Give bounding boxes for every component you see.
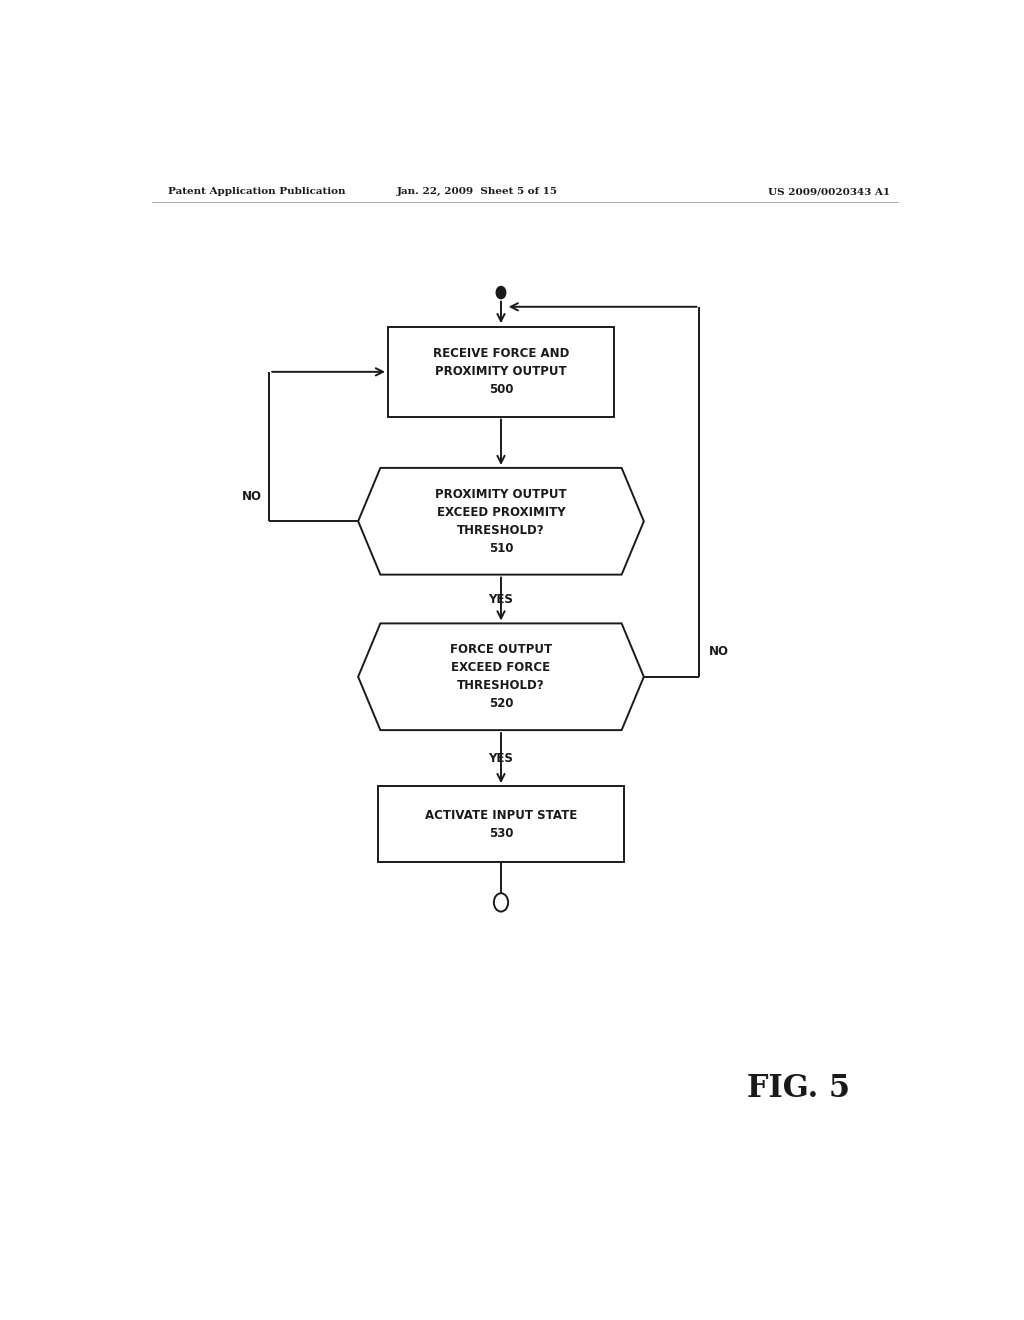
Text: FORCE OUTPUT
EXCEED FORCE
THRESHOLD?
520: FORCE OUTPUT EXCEED FORCE THRESHOLD? 520 xyxy=(450,643,552,710)
Text: RECEIVE FORCE AND
PROXIMITY OUTPUT
500: RECEIVE FORCE AND PROXIMITY OUTPUT 500 xyxy=(433,347,569,396)
Circle shape xyxy=(494,894,508,912)
Text: US 2009/0020343 A1: US 2009/0020343 A1 xyxy=(768,187,890,197)
FancyBboxPatch shape xyxy=(388,327,614,417)
Text: PROXIMITY OUTPUT
EXCEED PROXIMITY
THRESHOLD?
510: PROXIMITY OUTPUT EXCEED PROXIMITY THRESH… xyxy=(435,488,567,554)
Polygon shape xyxy=(358,467,644,574)
Text: NO: NO xyxy=(710,645,729,659)
Text: FIG. 5: FIG. 5 xyxy=(748,1073,850,1104)
Text: YES: YES xyxy=(488,593,513,606)
Polygon shape xyxy=(358,623,644,730)
Text: Patent Application Publication: Patent Application Publication xyxy=(168,187,345,197)
Text: NO: NO xyxy=(242,490,262,503)
Text: Jan. 22, 2009  Sheet 5 of 15: Jan. 22, 2009 Sheet 5 of 15 xyxy=(396,187,558,197)
FancyBboxPatch shape xyxy=(378,785,624,862)
Text: YES: YES xyxy=(488,751,513,764)
Circle shape xyxy=(497,286,506,298)
Text: ACTIVATE INPUT STATE
530: ACTIVATE INPUT STATE 530 xyxy=(425,809,578,840)
